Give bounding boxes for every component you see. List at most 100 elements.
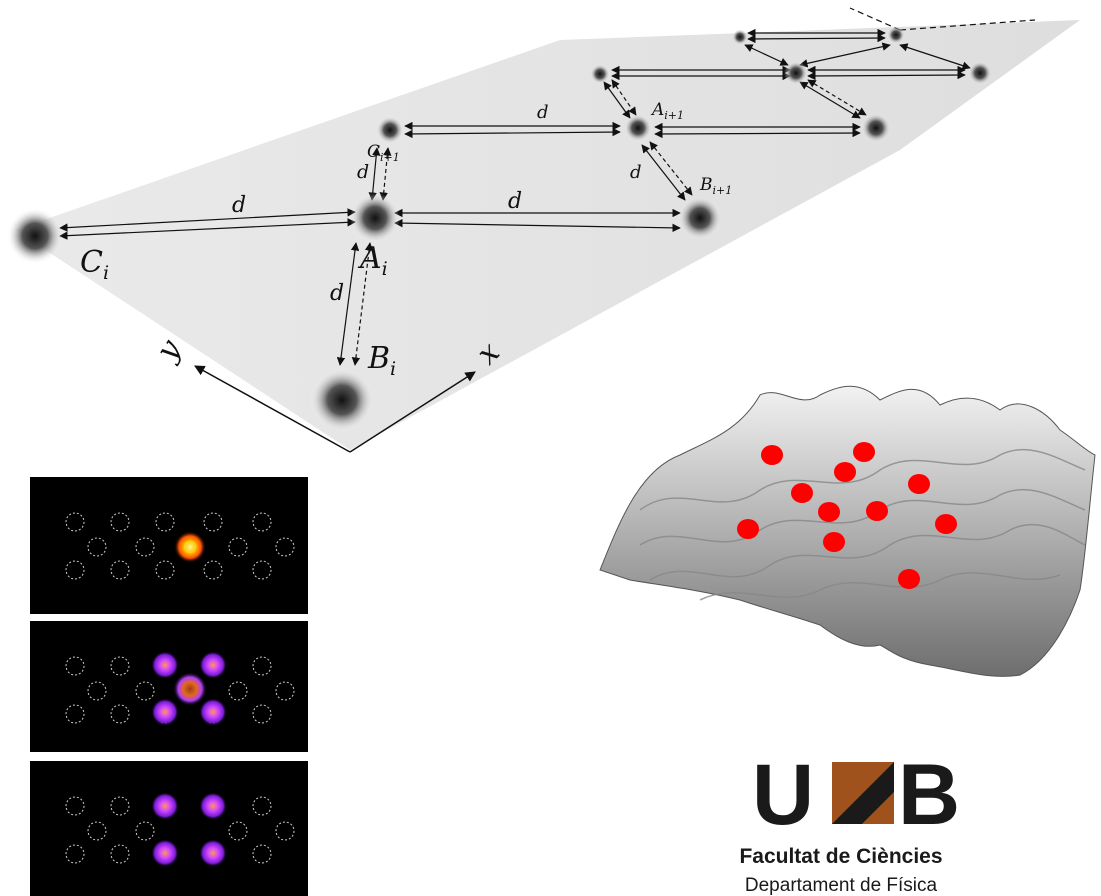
- density-core-ring: [184, 541, 196, 553]
- surface-marker: [834, 462, 856, 482]
- label-b-i: Bi: [367, 341, 396, 380]
- surface-marker: [908, 474, 930, 494]
- distance-label-ac1: d: [357, 161, 369, 183]
- surface-marker: [761, 445, 783, 465]
- density-panel-3: [30, 761, 308, 896]
- site-a-i: [350, 193, 400, 243]
- uab-logo: U B Facultat de Ciències Departament de …: [739, 747, 960, 896]
- label-c-i: Ci: [80, 245, 109, 284]
- site-c-i: [7, 208, 63, 264]
- label-a-i: Ai: [357, 241, 388, 280]
- faculty-name: Facultat de Ciències: [739, 845, 942, 868]
- bond-lines: [59, 7, 1036, 366]
- density-blob-four-4: [199, 839, 227, 867]
- site-ring: [65, 844, 85, 864]
- site-far-3: [784, 61, 808, 85]
- site-ring: [110, 796, 130, 816]
- site-ring: [155, 560, 175, 580]
- site-ring: [135, 821, 155, 841]
- surface-marker: [823, 532, 845, 552]
- site-far-5: [732, 29, 748, 45]
- surface-marker: [818, 502, 840, 522]
- axes: [194, 365, 476, 453]
- site-ring: [203, 512, 223, 532]
- density-panel-2: [30, 621, 308, 752]
- site-ring: [275, 537, 295, 557]
- surface-marker: [853, 442, 875, 462]
- uab-letter-b: B: [898, 747, 960, 843]
- site-b-i: [310, 368, 374, 432]
- distance-label-ab1: d: [508, 189, 522, 214]
- site-ring: [228, 821, 248, 841]
- density-panel-1: [30, 477, 308, 614]
- site-ring: [87, 821, 107, 841]
- site-far-4: [968, 61, 992, 85]
- site-ring: [155, 512, 175, 532]
- label-b-i1: Bi+1: [699, 175, 732, 197]
- density-blob-hex-3: [151, 698, 179, 726]
- site-ring: [203, 560, 223, 580]
- surface-markers: [737, 442, 957, 589]
- site-ring: [252, 656, 272, 676]
- site-ring: [87, 537, 107, 557]
- distance-label-a1b1: d: [630, 162, 642, 183]
- surface-marker: [737, 519, 759, 539]
- site-ring: [65, 704, 85, 724]
- lattice-sites: [7, 26, 992, 432]
- site-ring: [87, 681, 107, 701]
- department-name: Departament de Física: [745, 875, 938, 896]
- potential-surface: [599, 385, 1096, 677]
- lattice-plane: [15, 20, 1080, 450]
- distance-label-ca: d: [232, 193, 246, 218]
- site-ring: [252, 844, 272, 864]
- site-rings-1: [65, 512, 295, 580]
- site-ring: [110, 560, 130, 580]
- label-c-i1: Ci+1: [367, 142, 400, 164]
- site-ring: [65, 656, 85, 676]
- density-blob-hex-2: [199, 651, 227, 679]
- density-blob-hex-center: [173, 672, 207, 706]
- site-ring: [110, 512, 130, 532]
- site-a-i1: [624, 114, 652, 142]
- site-ring: [110, 656, 130, 676]
- site-ring: [228, 681, 248, 701]
- site-ring: [228, 537, 248, 557]
- surface-marker: [866, 501, 888, 521]
- site-ring: [65, 560, 85, 580]
- distance-label-c1a1: d: [537, 102, 549, 123]
- site-far-6: [887, 26, 905, 44]
- surface-marker: [791, 483, 813, 503]
- uab-letter-a-mark: [832, 762, 894, 824]
- site-far-1: [861, 113, 891, 143]
- density-blob-four-3: [151, 839, 179, 867]
- density-blob-four-1: [151, 792, 179, 820]
- density-blob-hex-1: [151, 651, 179, 679]
- density-blob-center: [174, 531, 206, 563]
- density-panels: [30, 477, 308, 896]
- site-ring: [252, 704, 272, 724]
- site-far-2: [590, 64, 610, 84]
- site-ring: [252, 512, 272, 532]
- label-a-i1: Ai+1: [650, 100, 684, 122]
- distance-label-ab: d: [330, 281, 344, 306]
- site-ring: [65, 796, 85, 816]
- site-c-i1: [376, 116, 404, 144]
- site-b-i1: [678, 196, 722, 240]
- density-blob-hex-4: [199, 698, 227, 726]
- site-ring: [110, 844, 130, 864]
- site-ring: [252, 560, 272, 580]
- site-ring: [65, 512, 85, 532]
- site-ring: [110, 704, 130, 724]
- site-ring: [252, 796, 272, 816]
- site-ring: [135, 681, 155, 701]
- density-blob-four-2: [199, 792, 227, 820]
- site-ring: [275, 681, 295, 701]
- uab-letter-u: U: [752, 747, 814, 843]
- site-ring: [275, 821, 295, 841]
- surface-marker: [935, 514, 957, 534]
- surface-marker: [898, 569, 920, 589]
- lattice-diagram: Ci Ai Bi Ci+1 Ai+1 Bi+1 d d d d d d y x: [7, 7, 1080, 453]
- site-ring: [135, 537, 155, 557]
- surface-body: [599, 385, 1096, 677]
